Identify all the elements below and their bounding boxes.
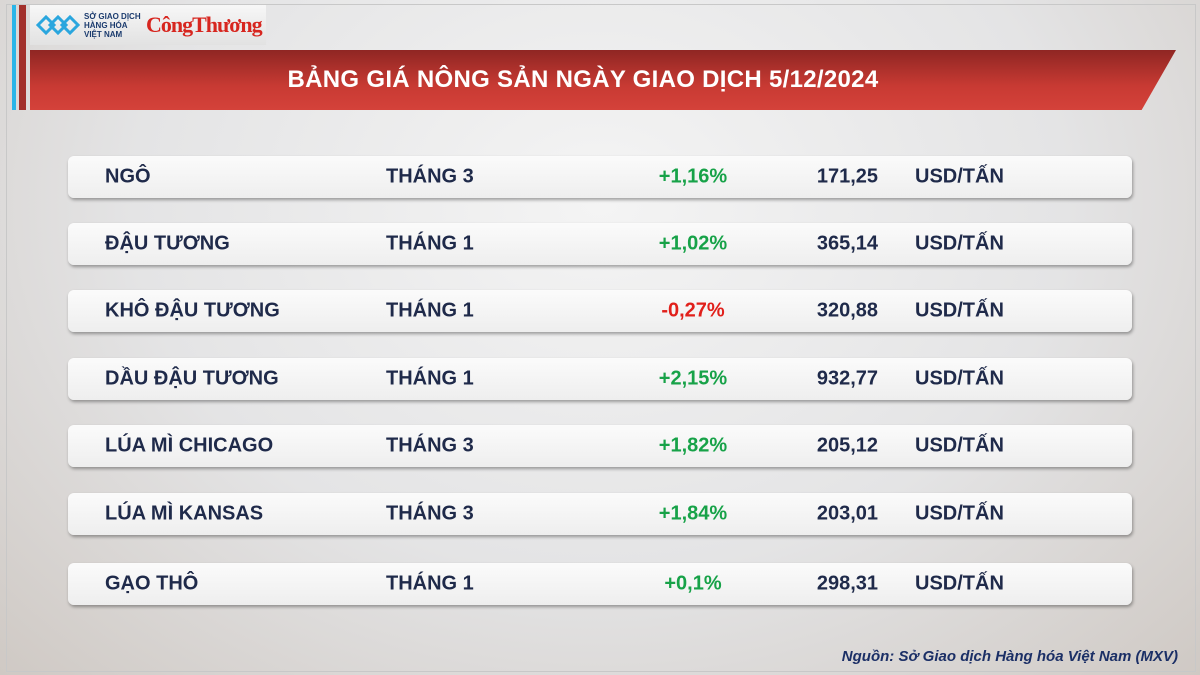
logo-org-name: SỞ GIAO DỊCH HÀNG HÓA VIỆT NAM xyxy=(84,11,141,39)
price-value: 298,31 xyxy=(816,572,878,595)
commodity-name: LÚA MÌ CHICAGO xyxy=(105,434,274,457)
frame xyxy=(6,4,1196,672)
table-row: ĐẬU TƯƠNG THÁNG 1 +1,02% 365,14 USD/TẤN xyxy=(68,223,1132,265)
price-unit: USD/TẤN xyxy=(915,232,1004,255)
commodity-name: KHÔ ĐẬU TƯƠNG xyxy=(105,299,280,322)
price-change: -0,27% xyxy=(661,299,725,322)
logo-brand: CôngThương xyxy=(146,12,263,37)
commodity-name: NGÔ xyxy=(105,165,151,188)
contract-month: THÁNG 3 xyxy=(386,502,474,525)
price-value: 205,12 xyxy=(816,434,878,457)
price-change: +1,84% xyxy=(658,502,728,525)
source-note: Nguồn: Sở Giao dịch Hàng hóa Việt Nam (M… xyxy=(841,648,1178,665)
table-row: DẦU ĐẬU TƯƠNG THÁNG 1 +2,15% 932,77 USD/… xyxy=(68,358,1132,400)
contract-month: THÁNG 3 xyxy=(386,434,474,457)
accent-stripe-blue xyxy=(12,5,16,110)
price-unit: USD/TẤN xyxy=(915,165,1004,188)
commodity-name: GẠO THÔ xyxy=(105,572,199,595)
table-row: GẠO THÔ THÁNG 1 +0,1% 298,31 USD/TẤN xyxy=(68,563,1132,605)
price-change: +0,1% xyxy=(664,572,722,595)
price-unit: USD/TẤN xyxy=(915,502,1004,525)
price-change: +1,02% xyxy=(658,232,728,255)
price-value: 203,01 xyxy=(816,502,878,525)
price-value: 320,88 xyxy=(816,299,878,322)
price-unit: USD/TẤN xyxy=(915,572,1004,595)
title-bar: BẢNG GIÁ NÔNG SẢN NGÀY GIAO DỊCH 5/12/20… xyxy=(30,50,1176,110)
table-row: NGÔ THÁNG 3 +1,16% 171,25 USD/TẤN xyxy=(68,156,1132,198)
price-unit: USD/TẤN xyxy=(915,367,1004,390)
table-row: KHÔ ĐẬU TƯƠNG THÁNG 1 -0,27% 320,88 USD/… xyxy=(68,290,1132,332)
price-value: 932,77 xyxy=(816,367,878,390)
contract-month: THÁNG 1 xyxy=(386,367,474,390)
commodity-name: LÚA MÌ KANSAS xyxy=(105,502,264,525)
contract-month: THÁNG 1 xyxy=(386,299,474,322)
table-row: LÚA MÌ CHICAGO THÁNG 3 +1,82% 205,12 USD… xyxy=(68,425,1132,467)
contract-month: THÁNG 3 xyxy=(386,165,474,188)
price-unit: USD/TẤN xyxy=(915,299,1004,322)
commodity-name: ĐẬU TƯƠNG xyxy=(105,232,230,255)
page-title: BẢNG GIÁ NÔNG SẢN NGÀY GIAO DỊCH 5/12/20… xyxy=(287,66,879,93)
price-value: 365,14 xyxy=(816,232,878,255)
accent-stripe-red xyxy=(19,5,26,110)
table-row: LÚA MÌ KANSAS THÁNG 3 +1,84% 203,01 USD/… xyxy=(68,493,1132,535)
contract-month: THÁNG 1 xyxy=(386,232,474,255)
mxv-logo-icon xyxy=(36,14,80,36)
contract-month: THÁNG 1 xyxy=(386,572,474,595)
price-value: 171,25 xyxy=(816,165,878,188)
price-change: +1,16% xyxy=(658,165,728,188)
commodity-name: DẦU ĐẬU TƯƠNG xyxy=(105,367,279,390)
price-change: +2,15% xyxy=(658,367,728,390)
price-unit: USD/TẤN xyxy=(915,434,1004,457)
price-change: +1,82% xyxy=(658,434,728,457)
logo-bar: SỞ GIAO DỊCH HÀNG HÓA VIỆT NAM CôngThươn… xyxy=(30,5,266,45)
